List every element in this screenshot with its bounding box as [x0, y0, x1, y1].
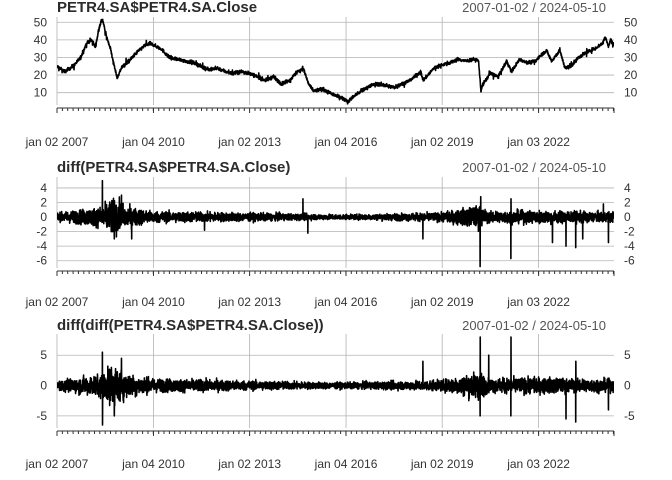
x-tick-label: jan 04 2016: [314, 135, 378, 149]
x-tick-label: jan 02 2007: [25, 457, 89, 471]
x-tick-label: jan 03 2022: [506, 295, 570, 309]
x-tick-label: jan 02 2013: [217, 457, 281, 471]
x-tick-label: jan 03 2022: [506, 457, 570, 471]
x-tick-label: jan 02 2019: [410, 295, 474, 309]
y-tick-label-left: -2: [36, 225, 47, 239]
x-tick-label: jan 04 2010: [121, 295, 185, 309]
x-tick-label: jan 02 2013: [217, 135, 281, 149]
y-tick-label-right: 0: [624, 379, 631, 393]
date-range: 2007-01-02 / 2024-05-10: [462, 0, 606, 15]
y-tick-label-left: 2: [40, 195, 47, 209]
x-tick-label: jan 04 2016: [314, 457, 378, 471]
chart-title: diff(PETR4.SA$PETR4.SA.Close): [57, 159, 290, 176]
y-tick-label-left: 0: [40, 210, 47, 224]
x-tick-label: jan 04 2016: [314, 295, 378, 309]
x-tick-label: jan 02 2013: [217, 295, 281, 309]
y-tick-label-left: 0: [40, 379, 47, 393]
y-tick-label-left: -4: [36, 239, 47, 253]
y-tick-label-left: 5: [40, 348, 47, 362]
y-tick-label-right: 20: [624, 68, 638, 82]
y-tick-label-left: 30: [34, 50, 48, 64]
y-tick-label-right: 5: [624, 348, 631, 362]
series-line: [57, 336, 614, 426]
y-tick-label-right: -5: [624, 409, 635, 423]
x-tick-label: jan 03 2022: [506, 135, 570, 149]
y-tick-label-right: 30: [624, 50, 638, 64]
y-tick-label-left: 50: [34, 15, 48, 29]
x-tick-label: jan 02 2019: [410, 135, 474, 149]
y-tick-label-left: 20: [34, 68, 48, 82]
y-tick-label-right: 0: [624, 210, 631, 224]
y-tick-label-left: 40: [34, 33, 48, 47]
x-tick-label: jan 02 2007: [25, 135, 89, 149]
x-axis-ticks: [56, 431, 615, 436]
y-tick-label-right: 10: [624, 86, 638, 100]
x-axis-ticks: [56, 271, 615, 276]
chart-title: PETR4.SA$PETR4.SA.Close: [57, 0, 257, 16]
y-tick-label-left: -5: [36, 409, 47, 423]
y-tick-label-right: 2: [624, 195, 631, 209]
x-tick-label: jan 02 2019: [410, 457, 474, 471]
x-tick-label: jan 04 2010: [121, 457, 185, 471]
y-tick-label-right: -4: [624, 239, 635, 253]
y-tick-label-right: -6: [624, 254, 635, 268]
chart-title: diff(diff(PETR4.SA$PETR4.SA.Close)): [57, 317, 324, 334]
y-tick-label-right: 40: [624, 33, 638, 47]
x-tick-label: jan 04 2010: [121, 135, 185, 149]
y-tick-label-left: 10: [34, 86, 48, 100]
date-range: 2007-01-02 / 2024-05-10: [462, 318, 606, 333]
series-line: [57, 179, 614, 268]
x-tick-label: jan 02 2007: [25, 295, 89, 309]
series-line: [57, 18, 614, 105]
y-tick-label-left: 4: [40, 181, 47, 195]
y-tick-label-right: 4: [624, 181, 631, 195]
x-axis-ticks: [56, 108, 615, 113]
y-tick-label-right: 50: [624, 15, 638, 29]
date-range: 2007-01-02 / 2024-05-10: [462, 160, 606, 175]
y-tick-label-right: -2: [624, 225, 635, 239]
y-tick-label-left: -6: [36, 254, 47, 268]
